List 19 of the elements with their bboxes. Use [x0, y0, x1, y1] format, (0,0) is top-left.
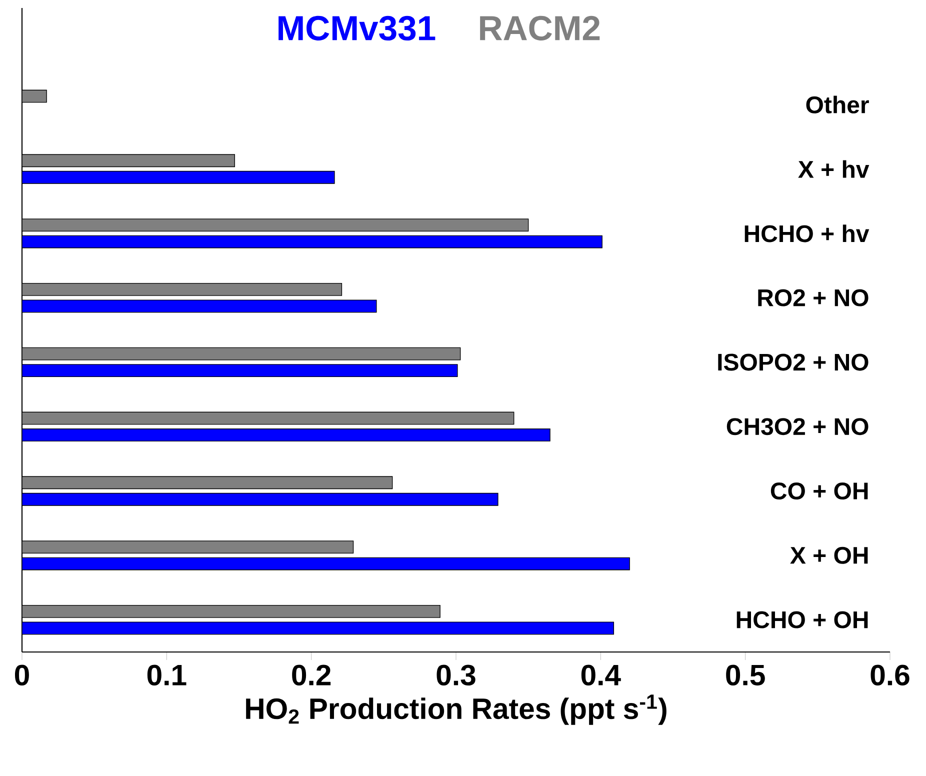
y-tick-label: Other [806, 96, 869, 114]
y-tick-label: RO2 + NO [758, 289, 868, 306]
y-tick-label: CO + OH [770, 482, 868, 500]
x-tick-label: 0.4 [581, 664, 621, 686]
text: MCMv331 [278, 16, 436, 41]
text: RACM2 [480, 16, 600, 40]
y-tick-label: HCHO + OH [736, 611, 868, 628]
x-tick-label: 0.6 [870, 664, 910, 686]
y-tick-label: ISOPO2 + NO [718, 354, 868, 371]
y-tick-label: X + OH [790, 546, 868, 564]
x-tick-label: 0.5 [726, 664, 765, 686]
y-tick-label: X + hv [798, 160, 870, 178]
x-tick-label: 0 [14, 664, 29, 686]
x-axis-title: HO$_{2}$ Production Rates (ppt s$^{-1}$) [246, 694, 666, 725]
y-tick-label: CH3O2 + NO [726, 418, 868, 436]
x-tick-label: 0.3 [436, 664, 476, 686]
y-tick-label: HCHO + hv [744, 224, 870, 242]
x-tick-label: 0.1 [147, 664, 186, 686]
x-tick-label: 0.2 [292, 664, 331, 686]
